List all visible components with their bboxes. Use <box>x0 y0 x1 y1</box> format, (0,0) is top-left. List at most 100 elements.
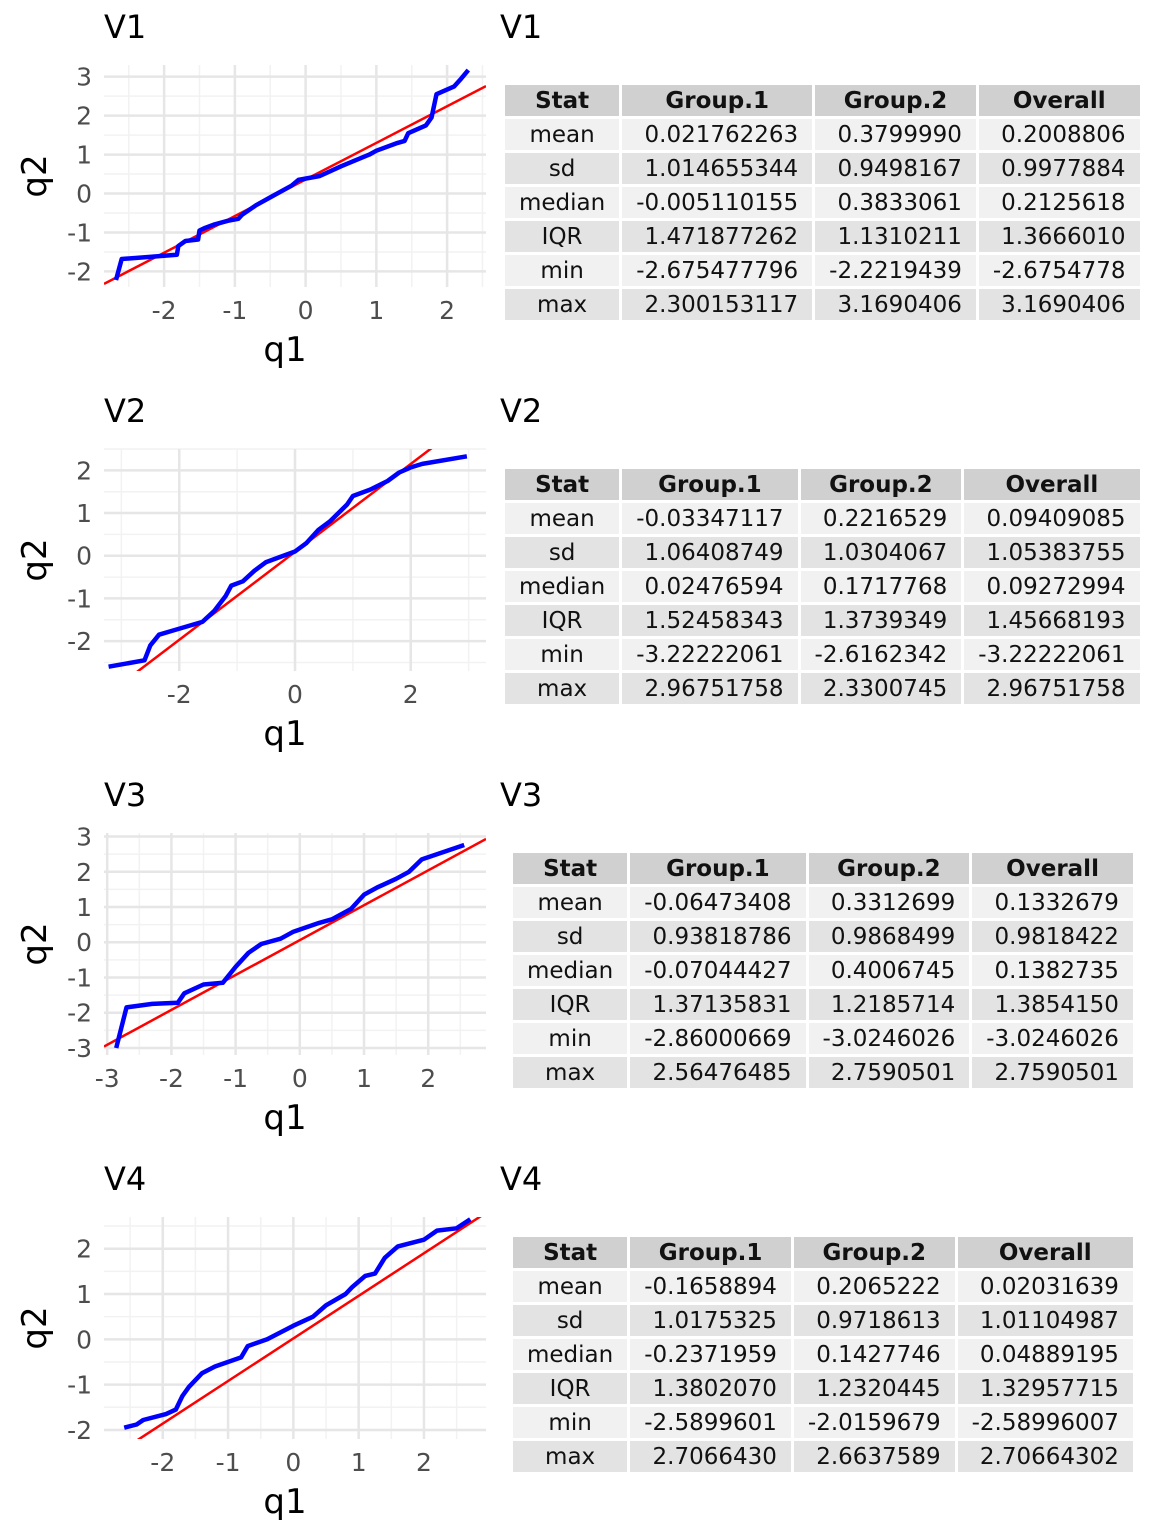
value-cell: -0.005110155 <box>622 187 813 218</box>
value-cell: 1.32957715 <box>957 1373 1133 1404</box>
qq-plot-title: V4 <box>104 1160 147 1198</box>
value-cell: 0.93818786 <box>630 921 806 952</box>
panel-v3: V3 V3 -3 -2 -1 0 1 2 -3 -2 -1 0 1 2 3 q1 q2 Stat Group.1 Gr… <box>0 768 1152 1152</box>
column-header: Stat <box>513 853 628 884</box>
stat-name-cell: max <box>513 1057 628 1088</box>
value-cell: 2.6637589 <box>793 1441 955 1472</box>
stat-name-cell: min <box>505 639 620 670</box>
x-tick-label: -3 <box>95 1064 120 1093</box>
value-cell: 2.7590501 <box>972 1057 1133 1088</box>
value-cell: 2.96751758 <box>622 673 798 704</box>
y-tick-label: -2 <box>67 627 92 656</box>
y-tick-label: 0 <box>76 542 92 571</box>
value-cell: -3.0246026 <box>972 1023 1133 1054</box>
table-title: V1 <box>500 8 543 46</box>
value-cell: -2.6754778 <box>978 255 1140 286</box>
x-tick-label: 2 <box>416 1448 432 1477</box>
value-cell: -3.0246026 <box>808 1023 970 1054</box>
value-cell: 1.1310211 <box>815 221 976 252</box>
x-tick-label: -2 <box>152 296 177 325</box>
value-cell: -3.22222061 <box>622 639 798 670</box>
y-tick-label: -1 <box>67 218 92 247</box>
x-axis-label: q1 <box>263 1482 306 1522</box>
y-tick-label: -1 <box>67 963 92 992</box>
qq-plot: -2 -1 0 1 2 -2 -1 0 1 2 q1 q2 <box>15 1217 486 1522</box>
qq-plot: -3 -2 -1 0 1 2 -3 -2 -1 0 1 2 3 q1 q2 <box>15 823 486 1138</box>
value-cell: 1.2320445 <box>793 1373 955 1404</box>
stats-table: Stat Group.1 Group.2 Overall mean 0.021762263… <box>502 82 1143 323</box>
stat-name-cell: max <box>505 289 620 320</box>
y-tick-label: -1 <box>67 1371 92 1400</box>
value-cell: 1.45668193 <box>964 605 1140 636</box>
value-cell: 0.4006745 <box>808 955 970 986</box>
value-cell: 1.01104987 <box>957 1305 1133 1336</box>
table-header-row: Stat Group.1 Group.2 Overall <box>505 85 1140 116</box>
column-header: Stat <box>513 1237 628 1268</box>
value-cell: -0.06473408 <box>630 887 806 918</box>
y-tick-label: 1 <box>76 141 92 170</box>
value-cell: 0.3833061 <box>815 187 976 218</box>
x-tick-label: -1 <box>222 296 247 325</box>
value-cell: 1.2185714 <box>808 989 970 1020</box>
y-tick-label: -3 <box>67 1034 92 1063</box>
y-axis-label: q2 <box>15 922 55 965</box>
value-cell: -2.2219439 <box>815 255 976 286</box>
value-cell: -2.675477796 <box>622 255 813 286</box>
qq-series-line <box>114 842 465 1049</box>
stats-table: Stat Group.1 Group.2 Overall mean -0.03347117… <box>502 466 1143 707</box>
value-cell: -2.0159679 <box>793 1407 955 1438</box>
table-row: min -2.5899601 -2.0159679 -2.58996007 <box>513 1407 1133 1438</box>
x-tick-label: -2 <box>159 1064 184 1093</box>
column-header: Group.1 <box>630 853 806 884</box>
stat-name-cell: mean <box>505 119 620 150</box>
value-cell: -3.22222061 <box>964 639 1140 670</box>
x-tick-label: -2 <box>150 1448 175 1477</box>
qq-plot: -2 -1 0 1 2 -2 -1 0 1 2 3 q1 q2 <box>15 63 486 370</box>
stat-name-cell: mean <box>513 887 628 918</box>
y-axis-label: q2 <box>15 154 55 197</box>
y-tick-label: 0 <box>76 180 92 209</box>
value-cell: 2.3300745 <box>800 673 962 704</box>
table-row: IQR 1.3802070 1.2320445 1.32957715 <box>513 1373 1133 1404</box>
y-tick-label: -2 <box>67 999 92 1028</box>
x-tick-label: -2 <box>167 680 192 709</box>
y-tick-label: 1 <box>76 1280 92 1309</box>
x-tick-label: 0 <box>298 296 314 325</box>
y-tick-label: 2 <box>76 102 92 131</box>
table-row: sd 1.0175325 0.9718613 1.01104987 <box>513 1305 1133 1336</box>
y-tick-label: 2 <box>76 456 92 485</box>
y-tick-label: 2 <box>76 1235 92 1264</box>
stat-name-cell: median <box>513 1339 628 1370</box>
column-header: Group.1 <box>622 469 798 500</box>
column-header: Overall <box>964 469 1140 500</box>
table-header-row: Stat Group.1 Group.2 Overall <box>513 1237 1133 1268</box>
value-cell: -0.2371959 <box>630 1339 791 1370</box>
stats-table: Stat Group.1 Group.2 Overall mean -0.06473408… <box>510 850 1136 1091</box>
stat-name-cell: sd <box>505 153 620 184</box>
value-cell: -0.07044427 <box>630 955 806 986</box>
value-cell: 1.3854150 <box>972 989 1133 1020</box>
stat-name-cell: median <box>513 955 628 986</box>
y-tick-label: 3 <box>76 63 92 92</box>
value-cell: 2.7590501 <box>808 1057 970 1088</box>
value-cell: 1.3739349 <box>800 605 962 636</box>
column-header: Group.2 <box>793 1237 955 1268</box>
x-tick-label: 2 <box>439 296 455 325</box>
stat-name-cell: sd <box>513 1305 628 1336</box>
value-cell: 1.471877262 <box>622 221 813 252</box>
stat-name-cell: min <box>513 1407 628 1438</box>
value-cell: 2.7066430 <box>630 1441 791 1472</box>
table-row: IQR 1.471877262 1.1310211 1.3666010 <box>505 221 1140 252</box>
column-header: Group.1 <box>630 1237 791 1268</box>
qq-series-line <box>123 1217 472 1430</box>
value-cell: 1.0175325 <box>630 1305 791 1336</box>
table-row: max 2.300153117 3.1690406 3.1690406 <box>505 289 1140 320</box>
stats-table: Stat Group.1 Group.2 Overall mean -0.1658894 0… <box>510 1234 1136 1475</box>
column-header: Group.1 <box>622 85 813 116</box>
x-tick-label: 2 <box>420 1064 436 1093</box>
value-cell: 1.014655344 <box>622 153 813 184</box>
value-cell: 3.1690406 <box>815 289 976 320</box>
stat-name-cell: sd <box>513 921 628 952</box>
x-tick-label: 1 <box>351 1448 367 1477</box>
x-tick-label: -1 <box>223 1064 248 1093</box>
